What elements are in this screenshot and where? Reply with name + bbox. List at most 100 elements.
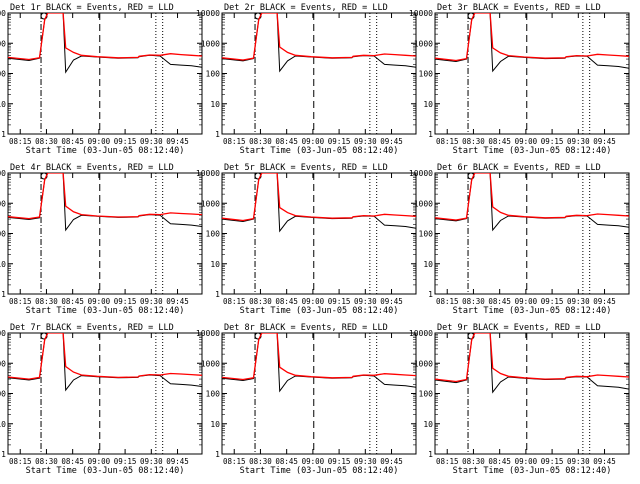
x-tick-label: 08:15 [223, 297, 246, 306]
x-tick-label: 09:15 [114, 457, 137, 466]
y-tick-label: 100 [0, 230, 6, 239]
y-tick-label: 10 [210, 100, 220, 109]
y-tick-label: 1000 [414, 359, 433, 368]
lld-series-line [435, 333, 629, 383]
y-tick-label: 10000 [0, 169, 6, 178]
lld-series-line [8, 13, 202, 61]
x-tick-label: 09:00 [515, 137, 538, 146]
y-tick-label: 100 [0, 390, 6, 399]
y-tick-label: 1 [428, 450, 433, 459]
x-tick-label: 09:00 [302, 297, 325, 306]
x-tick-label: 08:15 [223, 457, 246, 466]
x-tick-label: 09:15 [541, 137, 564, 146]
plot-frame [221, 332, 417, 455]
plot-frame [434, 12, 630, 135]
x-tick-label: 09:45 [166, 457, 189, 466]
x-tick-label: 08:15 [436, 457, 459, 466]
x-tick-label: 08:30 [462, 457, 485, 466]
x-tick-label: 08:30 [35, 297, 58, 306]
x-tick-label: 09:15 [541, 297, 564, 306]
x-axis-label: Start Time (03-Jun-05 08:12:40) [26, 306, 185, 316]
y-tick-label: 1 [428, 290, 433, 299]
x-axis-label: Start Time (03-Jun-05 08:12:40) [26, 466, 185, 476]
y-tick-label: 10000 [409, 329, 433, 338]
x-tick-label: 09:45 [380, 457, 403, 466]
x-tick-label: 08:30 [249, 137, 272, 146]
x-axis-label: Start Time (03-Jun-05 08:12:40) [240, 466, 399, 476]
x-tick-label: 08:45 [488, 137, 511, 146]
x-axis-label: Start Time (03-Jun-05 08:12:40) [453, 466, 612, 476]
y-tick-label: 1 [1, 130, 6, 139]
events-series-line [8, 13, 202, 74]
events-series-line [8, 173, 202, 232]
x-tick-label: 08:30 [249, 457, 272, 466]
lld-series-line [435, 173, 629, 221]
x-axis-label: Start Time (03-Jun-05 08:12:40) [453, 146, 612, 156]
x-tick-label: 09:30 [354, 137, 377, 146]
y-tick-label: 1000 [201, 359, 220, 368]
y-tick-label: 10 [210, 260, 220, 269]
events-series-line [8, 333, 202, 392]
y-tick-label: 1000 [414, 199, 433, 208]
x-tick-label: 09:15 [541, 457, 564, 466]
plot-frame [221, 172, 417, 295]
panel-title: Det 9r BLACK = Events, RED = LLD [437, 323, 601, 333]
x-tick-label: 08:45 [275, 297, 298, 306]
x-tick-label: 09:45 [593, 137, 616, 146]
x-tick-label: 08:45 [61, 457, 84, 466]
events-series-line [222, 173, 416, 233]
y-tick-label: 10000 [409, 9, 433, 18]
x-tick-label: 08:30 [462, 137, 485, 146]
x-tick-label: 09:00 [88, 457, 111, 466]
events-series-line [435, 173, 629, 232]
x-tick-label: 09:15 [114, 137, 137, 146]
detector-panel-9: Det 9r BLACK = Events, RED = LLD 1 10 100 10… [409, 323, 630, 476]
panel-title: Det 7r BLACK = Events, RED = LLD [10, 323, 174, 333]
x-tick-label: 09:30 [567, 457, 590, 466]
y-tick-label: 1 [215, 290, 220, 299]
lld-series-line [222, 173, 416, 222]
panel-title: Det 6r BLACK = Events, RED = LLD [437, 163, 601, 173]
x-tick-label: 09:30 [140, 137, 163, 146]
x-tick-label: 08:45 [488, 457, 511, 466]
x-tick-label: 08:15 [9, 297, 32, 306]
y-tick-label: 1000 [201, 199, 220, 208]
x-tick-label: 08:30 [35, 137, 58, 146]
x-axis-label: Start Time (03-Jun-05 08:12:40) [26, 146, 185, 156]
y-tick-label: 100 [419, 390, 434, 399]
x-tick-label: 09:45 [166, 297, 189, 306]
events-series-line [222, 13, 416, 73]
x-tick-label: 09:45 [166, 137, 189, 146]
x-tick-label: 08:45 [61, 297, 84, 306]
y-tick-label: 10000 [0, 9, 6, 18]
x-tick-label: 09:45 [593, 457, 616, 466]
plot-frame [434, 172, 630, 295]
y-tick-label: 100 [0, 70, 6, 79]
panel-title: Det 4r BLACK = Events, RED = LLD [10, 163, 174, 173]
lld-series-line [8, 333, 202, 380]
x-tick-label: 08:30 [35, 457, 58, 466]
detector-panel-6: Det 6r BLACK = Events, RED = LLD 1 10 100 10… [409, 163, 630, 316]
y-tick-label: 10000 [0, 329, 6, 338]
panel-title: Det 1r BLACK = Events, RED = LLD [10, 3, 174, 13]
x-tick-label: 09:30 [354, 297, 377, 306]
y-tick-label: 1000 [414, 39, 433, 48]
x-axis-label: Start Time (03-Jun-05 08:12:40) [240, 306, 399, 316]
y-tick-label: 10 [210, 420, 220, 429]
x-tick-label: 09:00 [302, 457, 325, 466]
y-tick-label: 10 [0, 100, 6, 109]
y-tick-label: 10 [0, 420, 6, 429]
y-tick-label: 1 [1, 290, 6, 299]
y-tick-label: 1 [215, 450, 220, 459]
x-tick-label: 09:00 [515, 297, 538, 306]
detector-panel-7: Det 7r BLACK = Events, RED = LLD 1 10 100 10… [0, 323, 203, 476]
x-tick-label: 09:15 [328, 297, 351, 306]
x-tick-label: 08:45 [275, 137, 298, 146]
panel-title: Det 2r BLACK = Events, RED = LLD [224, 3, 388, 13]
x-tick-label: 09:45 [593, 297, 616, 306]
panel-title: Det 8r BLACK = Events, RED = LLD [224, 323, 388, 333]
plot-frame [7, 332, 203, 455]
x-tick-label: 09:45 [380, 137, 403, 146]
